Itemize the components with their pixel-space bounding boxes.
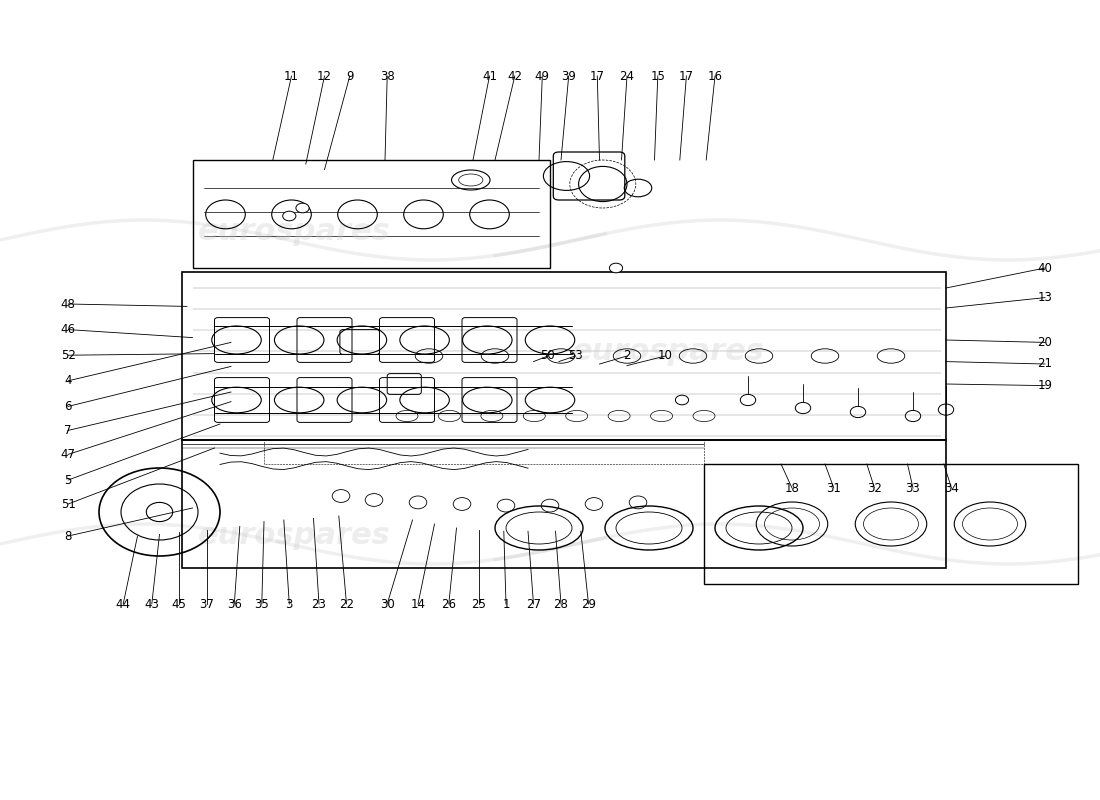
Text: 52: 52 — [60, 349, 76, 362]
Text: 21: 21 — [1037, 358, 1053, 370]
Text: 53: 53 — [568, 350, 583, 362]
Text: 34: 34 — [944, 482, 959, 494]
Text: eurospares: eurospares — [198, 521, 390, 550]
Text: 27: 27 — [526, 598, 541, 610]
Text: 12: 12 — [317, 70, 332, 82]
Text: 46: 46 — [60, 323, 76, 336]
Text: 42: 42 — [507, 70, 522, 82]
Text: 8: 8 — [65, 530, 72, 542]
Circle shape — [609, 263, 623, 273]
Text: 41: 41 — [482, 70, 497, 82]
Text: 23: 23 — [311, 598, 327, 610]
Text: 32: 32 — [867, 482, 882, 494]
Text: eurospares: eurospares — [198, 217, 390, 246]
Text: 40: 40 — [1037, 262, 1053, 274]
Text: 17: 17 — [679, 70, 694, 82]
Text: 28: 28 — [553, 598, 569, 610]
Text: 10: 10 — [658, 350, 673, 362]
Text: 26: 26 — [441, 598, 456, 610]
Text: 7: 7 — [65, 424, 72, 437]
Circle shape — [296, 203, 309, 213]
Text: eurospares: eurospares — [572, 337, 764, 366]
Text: 9: 9 — [346, 70, 353, 82]
Text: 16: 16 — [707, 70, 723, 82]
Text: 39: 39 — [561, 70, 576, 82]
Text: 1: 1 — [503, 598, 509, 610]
Text: 5: 5 — [65, 474, 72, 486]
Text: 2: 2 — [624, 350, 630, 362]
Text: 44: 44 — [116, 598, 131, 610]
Text: 14: 14 — [410, 598, 426, 610]
Text: 6: 6 — [65, 400, 72, 413]
Text: 33: 33 — [905, 482, 921, 494]
Text: 22: 22 — [339, 598, 354, 610]
Text: 49: 49 — [535, 70, 550, 82]
Circle shape — [283, 211, 296, 221]
Circle shape — [675, 395, 689, 405]
Text: 19: 19 — [1037, 379, 1053, 392]
Text: 20: 20 — [1037, 336, 1053, 349]
Text: 37: 37 — [199, 598, 214, 610]
Text: 45: 45 — [172, 598, 187, 610]
Text: 30: 30 — [379, 598, 395, 610]
Text: 36: 36 — [227, 598, 242, 610]
Text: 51: 51 — [60, 498, 76, 510]
Text: 38: 38 — [379, 70, 395, 82]
Text: 47: 47 — [60, 448, 76, 461]
Text: 31: 31 — [826, 482, 842, 494]
Text: 35: 35 — [254, 598, 270, 610]
Text: 24: 24 — [619, 70, 635, 82]
Text: 48: 48 — [60, 298, 76, 310]
Text: 4: 4 — [65, 374, 72, 387]
Text: 29: 29 — [581, 598, 596, 610]
Text: 43: 43 — [144, 598, 159, 610]
Text: 11: 11 — [284, 70, 299, 82]
Text: 25: 25 — [471, 598, 486, 610]
Text: 13: 13 — [1037, 291, 1053, 304]
Text: 3: 3 — [286, 598, 293, 610]
Text: 15: 15 — [650, 70, 666, 82]
Text: 50: 50 — [540, 350, 556, 362]
Text: 18: 18 — [784, 482, 800, 494]
Text: 17: 17 — [590, 70, 605, 82]
